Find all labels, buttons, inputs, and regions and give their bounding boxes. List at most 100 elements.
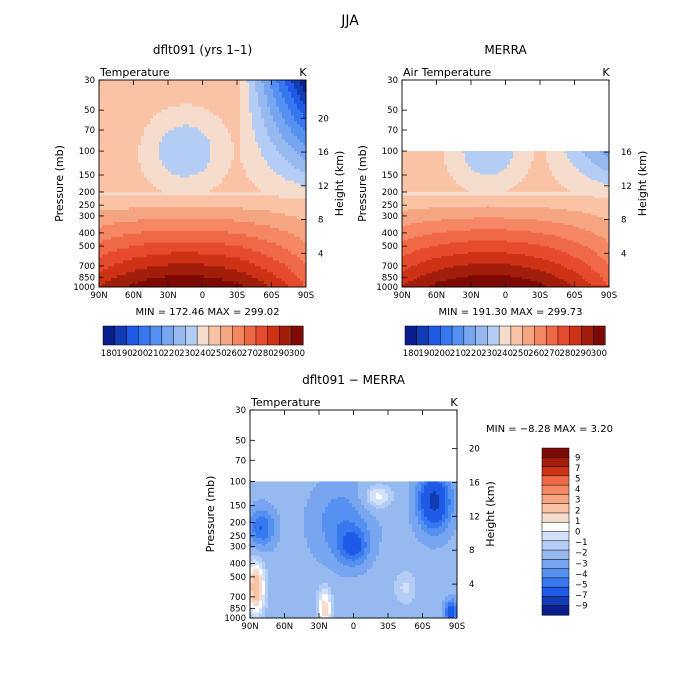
heatmap-cell [262, 577, 266, 580]
heatmap-cell [582, 172, 610, 175]
heatmap-cell [271, 516, 281, 519]
heatmap-cell [468, 162, 511, 166]
heatmap-cell [285, 100, 295, 105]
heatmap-cell [192, 103, 241, 108]
heatmap-cell [261, 106, 271, 111]
heatmap-cell [433, 491, 437, 494]
heatmap-cell [405, 224, 574, 228]
heatmap-cell [603, 217, 610, 220]
heatmap-cell [253, 598, 260, 601]
heatmap-cell [328, 543, 338, 547]
heatmap-cell [409, 504, 416, 508]
heatmap-cell [273, 118, 286, 122]
heatmap-cell [174, 127, 199, 131]
heatmap-cell [513, 154, 535, 158]
heatmap-cell [282, 153, 301, 158]
heatmap-cell [294, 165, 307, 170]
heatmap-cell [259, 584, 263, 588]
heatmap-cell [256, 536, 269, 539]
heatmap-cell [99, 207, 130, 211]
heatmap-cell [303, 85, 307, 90]
heatmap-cell [444, 154, 466, 158]
heatmap-cell [391, 502, 410, 506]
heatmap-cell [253, 526, 260, 529]
x-tick-label: 90S [601, 291, 617, 301]
heatmap-cell [319, 608, 323, 611]
heatmap-cell [250, 518, 257, 521]
heatmap-cell [358, 497, 368, 500]
y-tick-label: 50 [235, 436, 246, 446]
heatmap-cell [270, 112, 283, 116]
colorbar-swatch [541, 568, 570, 579]
heatmap-cell [402, 250, 415, 253]
heatmap-cell [337, 530, 362, 533]
heatmap-cell [331, 592, 395, 596]
heatmap-cell [243, 207, 307, 211]
colorbar-label: 260 [528, 349, 544, 359]
heatmap-cell [439, 481, 446, 484]
heatmap-cell [268, 600, 317, 603]
heatmap-cell [402, 232, 433, 236]
heatmap-cell [370, 532, 383, 535]
heatmap-cell [430, 504, 440, 508]
heatmap-cell [99, 233, 124, 238]
heatmap-cell [445, 502, 452, 506]
heatmap-cell [234, 150, 241, 155]
heatmap-cell [415, 514, 422, 518]
heatmap-cell [310, 491, 359, 494]
heatmap-cell [249, 94, 259, 99]
heatmap-cell [255, 80, 262, 84]
chart-title: MERRA [484, 43, 527, 57]
heatmap-cell [291, 130, 307, 134]
heatmap-cell [276, 100, 286, 105]
heatmap-cell [328, 545, 338, 549]
heatmap-cell [358, 526, 368, 529]
heatmap-cell [445, 528, 458, 531]
heatmap-cell [262, 582, 266, 586]
heatmap-cell [445, 614, 449, 617]
heatmap-cell [99, 174, 145, 179]
heatmap-cell [454, 614, 458, 617]
heatmap-cell [429, 246, 550, 249]
heatmap-cell [210, 156, 235, 161]
heatmap-cell [334, 555, 344, 559]
heatmap-cell [159, 142, 211, 146]
heatmap-cell [367, 508, 410, 512]
heatmap-cell [385, 506, 410, 510]
heatmap-cell [424, 481, 428, 484]
heatmap-cell [402, 228, 472, 232]
heatmap-cell [334, 571, 368, 574]
heatmap-cell [334, 608, 443, 611]
heatmap-cell [273, 257, 301, 261]
heatmap-cell [468, 240, 508, 243]
height-tick-label: 16 [318, 148, 329, 158]
colorbar-label: 250 [512, 349, 528, 359]
heatmap-cell [421, 489, 425, 492]
heatmap-cell [259, 610, 263, 613]
heatmap-cell [442, 524, 449, 527]
heatmap-cell [376, 502, 383, 506]
heatmap-cell [528, 172, 553, 175]
heatmap-cell [382, 502, 392, 506]
heatmap-cell [415, 489, 422, 492]
heatmap-cell [267, 239, 304, 244]
heatmap-cell [285, 80, 292, 84]
heatmap-cell [448, 524, 458, 527]
heatmap-cell [358, 489, 368, 492]
heatmap-cell [343, 555, 362, 559]
heatmap-cell [451, 536, 458, 539]
heatmap-cell [270, 224, 307, 229]
field-2 [250, 481, 458, 619]
heatmap-cell [370, 497, 377, 500]
heatmap-cell [250, 608, 254, 611]
heatmap-cell [382, 495, 389, 498]
heatmap-cell [543, 283, 571, 286]
heatmap-cell [99, 254, 103, 258]
heatmap-cell [319, 561, 341, 564]
heatmap-cell [99, 227, 280, 232]
heatmap-cell [99, 198, 307, 202]
heatmap-cell [256, 541, 269, 545]
heatmap-cell [454, 598, 458, 601]
variable-name: Air Temperature [403, 66, 492, 79]
heatmap-cell [322, 594, 329, 598]
